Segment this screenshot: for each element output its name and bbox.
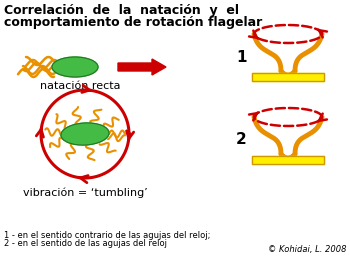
Text: vibración = ‘tumbling’: vibración = ‘tumbling’ xyxy=(23,188,147,199)
Bar xyxy=(252,73,324,81)
Text: Correlación  de  la  natación  y  el: Correlación de la natación y el xyxy=(4,4,239,17)
Ellipse shape xyxy=(61,123,109,145)
Bar xyxy=(252,73,324,81)
Bar xyxy=(252,156,324,164)
Text: © Kohidai, L. 2008: © Kohidai, L. 2008 xyxy=(267,245,346,254)
Text: 2 - en el sentido de las agujas del reloj: 2 - en el sentido de las agujas del relo… xyxy=(4,239,167,248)
Text: 1: 1 xyxy=(236,50,246,64)
Text: comportamiento de rotación flagelar: comportamiento de rotación flagelar xyxy=(4,16,262,29)
Ellipse shape xyxy=(52,57,98,77)
FancyArrow shape xyxy=(118,59,166,75)
Text: 2: 2 xyxy=(236,133,247,148)
Text: natación recta: natación recta xyxy=(40,81,120,91)
Bar xyxy=(252,156,324,164)
Text: 1 - en el sentido contrario de las agujas del reloj;: 1 - en el sentido contrario de las aguja… xyxy=(4,231,210,240)
